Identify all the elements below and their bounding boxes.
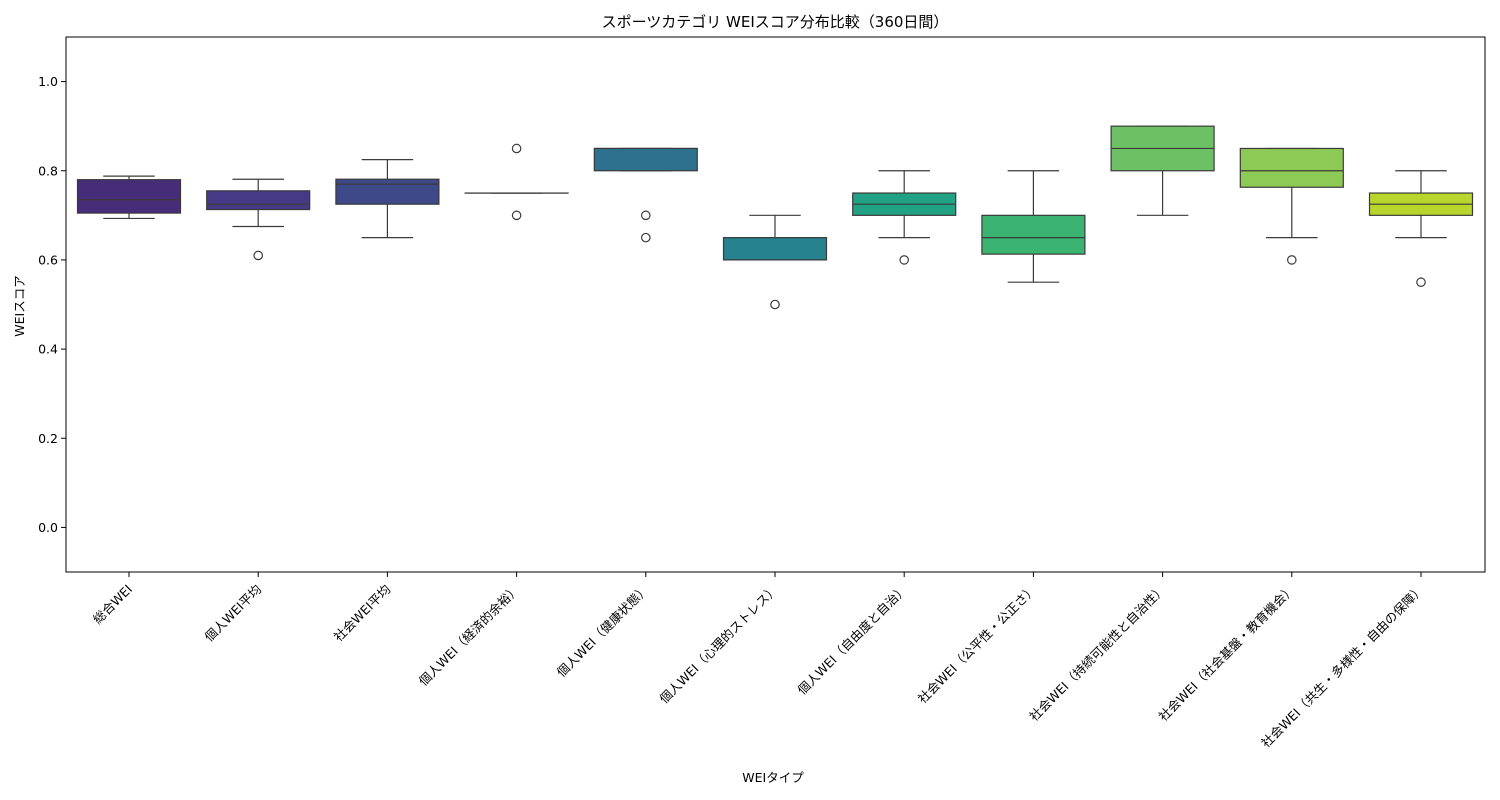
outlier-point: [1287, 255, 1297, 265]
x-tick-label: 個人WEI平均: [201, 582, 264, 645]
box: [335, 178, 440, 205]
box: [206, 190, 311, 211]
x-tick-label: 社会WEI平均: [331, 582, 394, 645]
y-axis: 0.0 0.2 0.4 0.6 0.8 1.0: [38, 74, 66, 535]
box: [76, 179, 182, 214]
outlier-point: [1416, 277, 1426, 288]
outlier-point: [770, 299, 780, 310]
outlier-point: [640, 232, 651, 243]
y-tick-label: 0.8: [38, 163, 58, 178]
y-tick-label: 0.4: [38, 342, 58, 357]
box: [981, 214, 1086, 255]
y-tick-label: 0.0: [38, 520, 58, 535]
x-tick-label: 個人WEI（心理的ストレス）: [656, 582, 781, 707]
x-tick-label: 社会WEI（持続可能性と自治性）: [1026, 582, 1168, 724]
x-tick-label: 社会WEI（社会基盤・教育機会）: [1155, 582, 1297, 724]
x-axis-label: WEIタイプ: [742, 770, 804, 785]
x-tick-label: 個人WEI（経済的余裕）: [416, 582, 523, 689]
y-tick-label: 1.0: [38, 74, 58, 89]
outlier-point: [253, 250, 264, 261]
outlier-point: [511, 210, 522, 221]
box: [593, 147, 698, 172]
outlier-point: [899, 255, 909, 265]
box: [1239, 147, 1344, 188]
x-tick-label: 社会WEI（共生・多様性・自由の保障）: [1258, 582, 1427, 751]
boxes-layer: [76, 125, 1474, 310]
x-tick-label: 総合WEI: [90, 582, 135, 627]
x-axis: 総合WEI 個人WEI平均 社会WEI平均 個人WEI（経済的余裕） 個人WEI（健康状…: [90, 572, 1427, 750]
y-tick-label: 0.2: [38, 431, 58, 446]
x-tick-label: 社会WEI（公平性・公正さ）: [915, 582, 1040, 707]
chart-title: スポーツカテゴリ WEIスコア分布比較（360日間）: [602, 13, 949, 31]
outlier-point: [640, 210, 651, 221]
y-tick-label: 0.6: [38, 252, 58, 267]
x-tick-label: 個人WEI（自由度と自治）: [794, 582, 910, 698]
y-axis-label: WEIスコア: [12, 275, 27, 336]
x-tick-label: 個人WEI（健康状態）: [554, 582, 652, 680]
box: [722, 237, 828, 261]
outlier-point: [511, 143, 522, 154]
plot-frame: [65, 36, 1486, 573]
